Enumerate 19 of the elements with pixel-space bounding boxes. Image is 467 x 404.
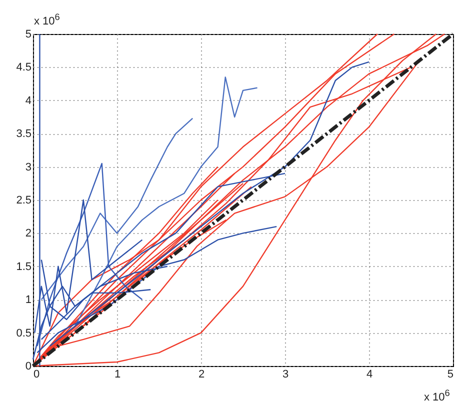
y-tick-label: 0.5 [16, 327, 32, 340]
text: x 10$^{6}$ [424, 388, 450, 404]
y-tick-label: 2.5 [16, 194, 32, 206]
y-tick-label: 4.5 [16, 62, 32, 74]
y-tick-label: 5 [25, 28, 32, 40]
y-tick-label: 1 [25, 294, 32, 306]
x-tick-label: 1 [114, 368, 121, 380]
x-tick-label: 4 [366, 368, 373, 380]
text: x 10$^{6}$ [34, 12, 60, 28]
y-tick-label: 3 [25, 161, 32, 174]
x-tick-label: 3 [282, 368, 289, 380]
y-tick-label: 2 [25, 228, 32, 240]
y-tick-label: 4 [25, 94, 32, 107]
x-tick-label: 0 [34, 368, 40, 380]
x-tick-label: 5 [447, 368, 454, 380]
y-tick-label: 3.5 [16, 128, 32, 140]
x-tick-label: 2 [198, 368, 205, 380]
y-tick-label: 0 [25, 360, 32, 372]
y-tick-label: 1.5 [16, 260, 32, 273]
